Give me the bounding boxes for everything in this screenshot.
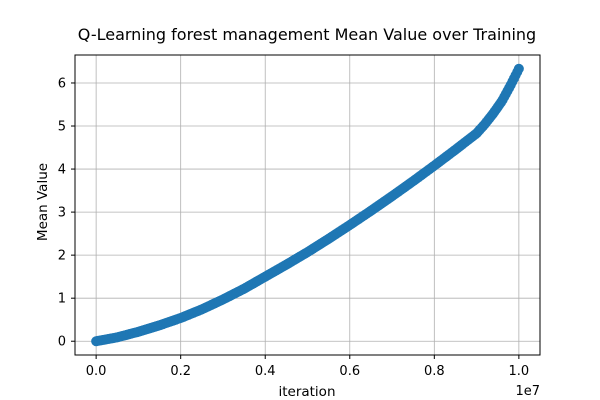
- chart-title: Q-Learning forest management Mean Value …: [78, 25, 536, 44]
- scatter-point: [513, 63, 524, 74]
- y-axis-label: Mean Value: [35, 163, 51, 241]
- y-tick-label: 1: [58, 292, 66, 307]
- x-tick-label: 0.2: [170, 364, 191, 379]
- x-tick-label: 0.8: [424, 364, 445, 379]
- x-tick-label: 0.4: [255, 364, 276, 379]
- ticks: 0.0 0.2 0.4 0.6 0.8 1.0 0 1 2 3 4 5 6: [58, 76, 529, 379]
- grid: [75, 55, 540, 355]
- y-tick-label: 3: [58, 206, 66, 221]
- x-scale-label: 1e7: [515, 384, 540, 399]
- x-tick-label: 0.6: [339, 364, 360, 379]
- x-axis-label: iteration: [278, 384, 335, 400]
- y-tick-label: 2: [58, 249, 66, 264]
- y-tick-label: 6: [58, 76, 66, 91]
- y-tick-label: 5: [58, 120, 66, 135]
- x-tick-label: 1.0: [509, 364, 530, 379]
- y-tick-label: 0: [58, 335, 66, 350]
- y-tick-label: 4: [58, 163, 66, 178]
- series-layer: [91, 63, 524, 347]
- scatter-series: [91, 63, 524, 347]
- axes-frame: [74, 54, 541, 356]
- x-tick-label: 0.0: [86, 364, 107, 379]
